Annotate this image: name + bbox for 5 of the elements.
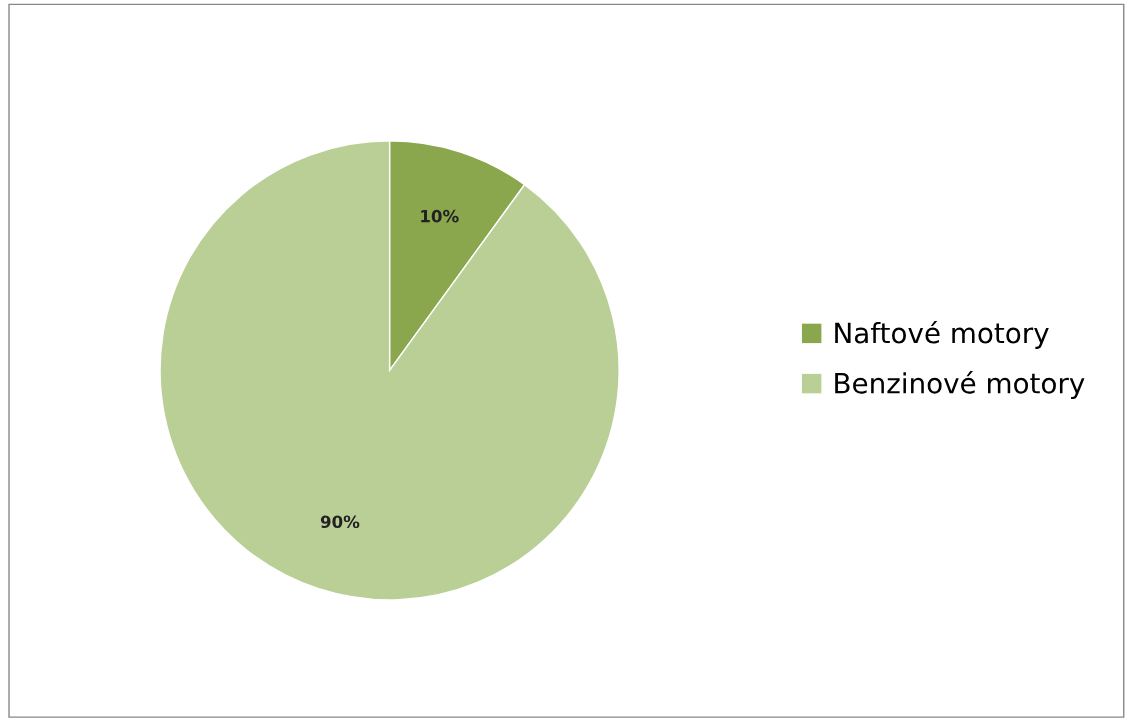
data-label: 10% (421, 209, 459, 223)
legend-label: Benzinové motory (835, 371, 1085, 400)
legend-label: Naftové motory (835, 320, 1049, 349)
pie-slice (159, 140, 620, 601)
data-label: 90% (320, 515, 360, 529)
